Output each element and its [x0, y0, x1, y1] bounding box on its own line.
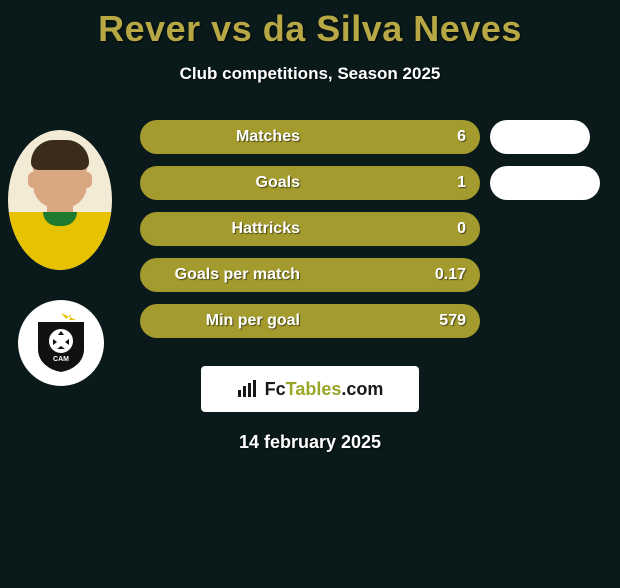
stat-bar-left: Goals per match 0.17 [140, 258, 480, 292]
stat-value-left: 579 [439, 312, 466, 330]
svg-text:CAM: CAM [53, 356, 69, 363]
stat-row: Hattricks 0 [0, 212, 620, 246]
stat-label: Hattricks [232, 220, 300, 238]
stat-value-left: 6 [457, 128, 466, 146]
date: 14 february 2025 [0, 432, 620, 453]
stat-row: Goals per match 0.17 [0, 258, 620, 292]
stat-bar-right [490, 120, 590, 154]
bar-chart-icon [237, 380, 259, 398]
title-player1: Rever [98, 8, 201, 49]
stat-bar-left: Matches 6 [140, 120, 480, 154]
brand-dotcom: .com [341, 379, 383, 400]
stat-bar-left: Goals 1 [140, 166, 480, 200]
brand-fc: Fc [265, 379, 286, 400]
stat-label: Min per goal [206, 312, 300, 330]
subtitle: Club competitions, Season 2025 [0, 64, 620, 84]
title-player2: da Silva Neves [263, 8, 522, 49]
stat-value-left: 0.17 [435, 266, 466, 284]
footer-brand-badge: FcTables.com [201, 366, 419, 412]
stat-value-left: 0 [457, 220, 466, 238]
stat-bar-left: Min per goal 579 [140, 304, 480, 338]
stats-area: Matches 6 Goals 1 Hattricks 0 Goals per match 0… [0, 120, 620, 338]
stat-row: Matches 6 [0, 120, 620, 154]
stat-label: Goals per match [175, 266, 300, 284]
stat-bar-left: Hattricks 0 [140, 212, 480, 246]
stat-row: Min per goal 579 [0, 304, 620, 338]
stat-label: Matches [236, 128, 300, 146]
stat-row: Goals 1 [0, 166, 620, 200]
title-vs: vs [211, 8, 252, 49]
page-title: Rever vs da Silva Neves [0, 8, 620, 50]
stat-value-left: 1 [457, 174, 466, 192]
stat-bar-right [490, 166, 600, 200]
brand-tables: Tables [286, 379, 342, 400]
stat-label: Goals [256, 174, 300, 192]
